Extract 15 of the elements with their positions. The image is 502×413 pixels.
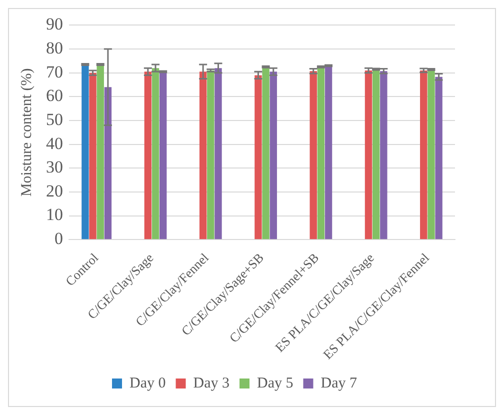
y-tick-label: 40	[46, 134, 63, 153]
y-tick-label: 80	[46, 38, 63, 58]
legend-label: Day 7	[320, 375, 358, 392]
y-tick-label: 30	[46, 158, 63, 177]
y-tick-label: 70	[46, 62, 63, 82]
y-axis-title: Moisture content (%)	[18, 68, 35, 197]
y-tick-label: 90	[46, 14, 63, 34]
legend-label: Day 5	[257, 375, 294, 392]
y-tick-label: 20	[46, 181, 63, 200]
y-tick-label: 0	[54, 229, 63, 248]
y-tick-label: 60	[46, 86, 63, 106]
legend-label: Day 3	[193, 375, 230, 392]
legend-label: Day 0	[130, 375, 166, 392]
y-tick-label: 10	[46, 205, 63, 224]
y-tick-label: 50	[46, 110, 63, 129]
